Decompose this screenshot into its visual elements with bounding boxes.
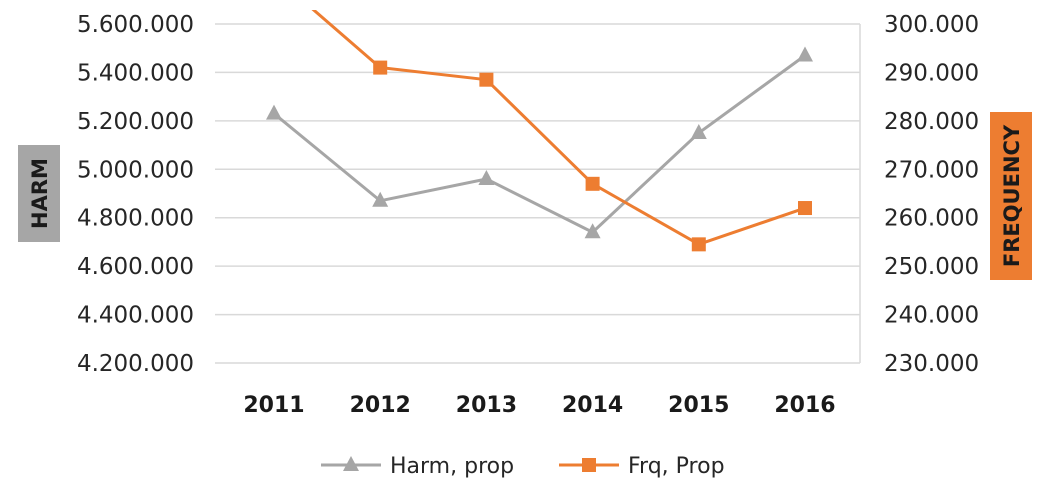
y-tick-label-right: 230.000 <box>884 351 979 377</box>
x-tick-label: 2015 <box>668 393 729 418</box>
y-axis-title-left-text: HARM <box>28 158 52 229</box>
data-point-square <box>585 176 600 191</box>
y-tick-label-right: 250.000 <box>884 254 979 280</box>
y-tick-label-right: 260.000 <box>884 206 979 232</box>
y-tick-label-left: 4.800.000 <box>77 206 194 232</box>
y-axis-title-left: HARM <box>18 145 60 242</box>
y-tick-label-left: 4.600.000 <box>77 254 194 280</box>
y-tick-label-right: 300.000 <box>884 12 979 38</box>
legend-label: Harm, prop <box>390 454 514 479</box>
y-tick-label-left: 4.200.000 <box>77 351 194 377</box>
y-axis-title-right-text: FREQUENCY <box>1000 124 1024 267</box>
data-point-triangle <box>584 223 601 239</box>
data-point-triangle <box>797 46 813 62</box>
series-line <box>273 54 806 234</box>
data-point-triangle <box>266 104 282 120</box>
y-tick-label-right: 280.000 <box>884 109 979 135</box>
data-point-square <box>479 72 494 87</box>
x-tick-label: 2011 <box>243 393 304 418</box>
y-axis-title-left-bg <box>18 145 60 242</box>
data-point-triangle <box>478 169 495 185</box>
x-tick-label: 2014 <box>562 393 623 418</box>
y-tick-label-left: 5.600.000 <box>77 12 194 38</box>
data-point-triangle <box>690 123 707 139</box>
x-tick-label: 2013 <box>456 393 517 418</box>
y-axis-title-right: FREQUENCY <box>990 112 1032 280</box>
legend-marker-triangle <box>343 456 359 471</box>
y-tick-label-right: 290.000 <box>884 60 979 86</box>
data-point-triangle <box>372 191 389 207</box>
y-tick-label-right: 270.000 <box>884 157 979 183</box>
x-tick-label: 2016 <box>774 393 835 418</box>
series-line <box>311 10 806 246</box>
y-tick-label-left: 5.000.000 <box>77 157 194 183</box>
y-tick-label-left: 4.400.000 <box>77 303 194 329</box>
data-point-square <box>691 237 706 252</box>
x-tick-label: 2012 <box>350 393 411 418</box>
series-harm-prop <box>266 46 813 239</box>
series-frq-prop <box>311 10 812 252</box>
legend-marker-square <box>582 458 596 472</box>
data-point-square <box>798 201 812 216</box>
y-tick-label-right: 240.000 <box>884 303 979 329</box>
legend-item-frq: Frq, Prop <box>559 454 725 479</box>
y-tick-label-left: 5.200.000 <box>77 109 194 135</box>
y-tick-label-left: 5.400.000 <box>77 60 194 86</box>
legend-label: Frq, Prop <box>628 454 725 479</box>
y-axis-title-right-bg <box>990 112 1032 280</box>
legend-item-harm: Harm, prop <box>321 454 514 479</box>
data-point-square <box>373 60 388 75</box>
